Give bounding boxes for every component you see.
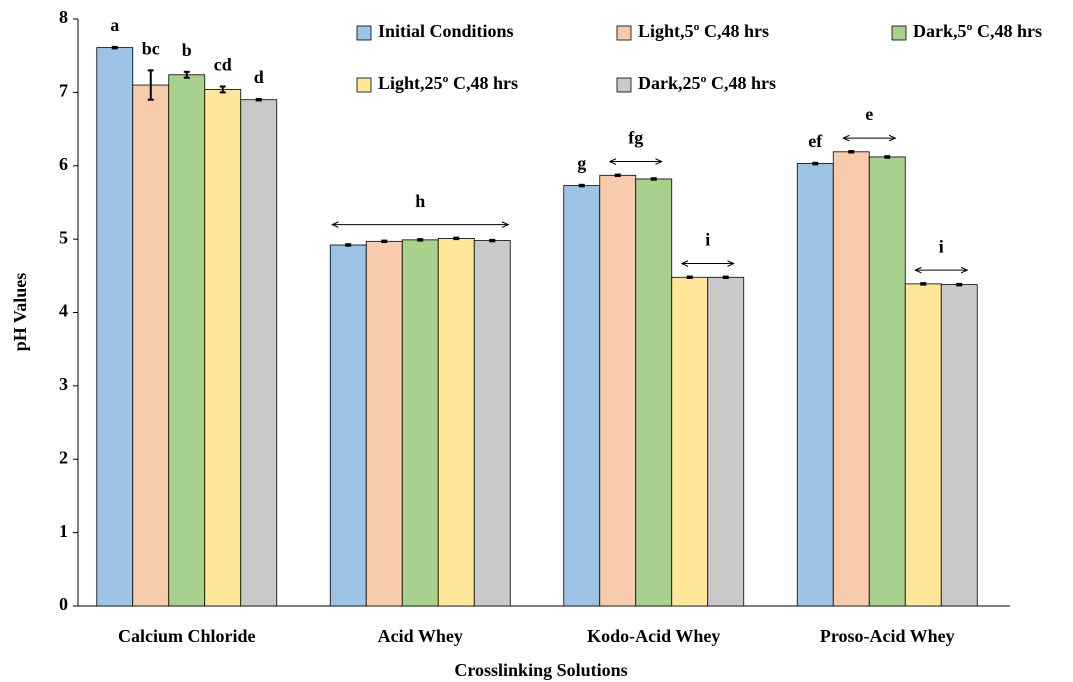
bar [796,163,834,607]
bar [563,185,601,607]
annotation-label: cd [214,55,232,75]
bar [904,283,942,607]
legend-swatch [616,77,632,93]
error-bar [578,183,585,188]
bar [832,151,870,607]
bar [132,84,170,607]
error-bar [722,275,729,280]
bar [365,240,403,607]
error-bar [848,150,855,154]
y-tick-label: 4 [59,301,68,321]
y-tick-label: 0 [59,594,68,614]
error-bar [255,97,262,102]
legend-swatch [356,25,372,41]
y-tick-label: 3 [59,374,68,394]
bar [204,89,242,607]
x-tick-label: Calcium Chloride [118,626,256,646]
legend-label: Initial Conditions [378,21,514,41]
annotation-label: e [865,104,873,124]
legend-swatch [616,25,632,41]
annotation-label: h [415,191,425,211]
x-axis-title: Crosslinking Solutions [454,660,627,680]
error-bar [686,275,693,280]
bar [96,47,134,607]
error-bar [183,70,190,79]
legend-label: Light,25º C,48 hrs [378,73,518,93]
bar [671,276,709,607]
bar [707,276,745,607]
annotation-label: a [110,15,119,35]
bar [329,244,367,607]
y-tick-label: 1 [59,521,68,541]
error-bar [650,177,657,181]
error-bar [453,236,460,241]
error-bar [219,85,226,94]
annotation-label: ef [808,131,823,151]
error-bar [147,69,154,101]
bar [599,174,637,607]
x-tick-label: Kodo-Acid Whey [587,626,720,646]
annotation-label: b [182,40,192,60]
legend-label: Light,5º C,48 hrs [638,21,769,41]
annotation-label: fg [628,128,643,148]
legend-label: Dark,25º C,48 hrs [638,73,776,93]
x-tick-label: Acid Whey [378,626,463,646]
legend-swatch [356,77,372,93]
error-bar [884,155,891,159]
annotation-label: i [705,230,710,250]
bar [168,74,206,607]
error-bar [812,161,819,166]
bar [437,237,475,607]
x-tick-label: Proso-Acid Whey [820,626,955,646]
y-tick-label: 5 [59,227,68,247]
bar [940,284,978,607]
bar [240,99,278,607]
error-bar [417,238,424,242]
y-tick-label: 8 [59,7,68,27]
bar [473,240,511,607]
y-tick-label: 2 [59,447,68,467]
y-axis-title: pH Values [10,273,30,352]
error-bar [614,173,621,178]
legend-swatch [891,25,907,41]
y-tick-label: 7 [59,81,68,101]
bar [401,239,439,607]
annotation-label: d [254,67,264,87]
legend-label: Dark,5º C,48 hrs [913,21,1042,41]
error-bar [381,239,388,244]
annotation-label: bc [142,38,160,58]
y-tick-label: 6 [59,154,68,174]
annotation-label: g [577,153,586,173]
annotation-label: i [939,236,944,256]
bar [635,178,673,607]
bar [868,156,906,607]
error-bar [111,45,118,50]
error-bar [956,282,963,287]
error-bar [345,243,352,247]
error-bar [489,238,496,243]
error-bar [920,282,927,286]
